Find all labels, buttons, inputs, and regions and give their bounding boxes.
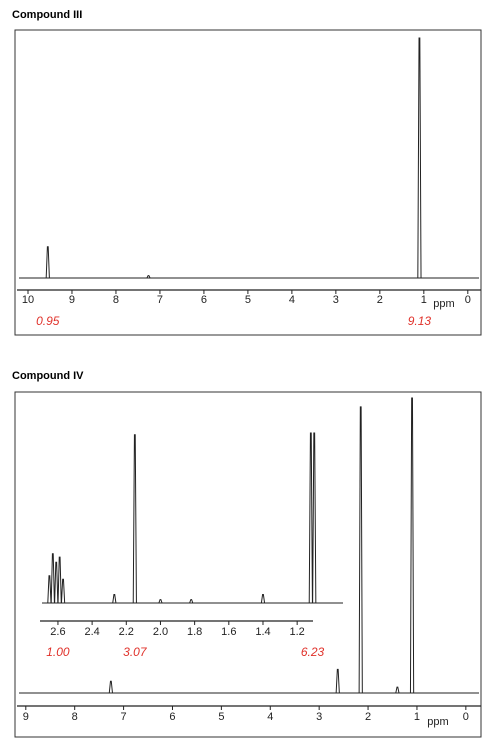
peak <box>60 578 66 604</box>
x-tick-label: 2 <box>377 294 383 306</box>
x-tick-label: 7 <box>157 294 163 306</box>
peak <box>146 275 151 279</box>
x-tick-label: 0 <box>463 711 469 723</box>
peak <box>45 246 50 279</box>
integral-label: 9.13 <box>408 314 432 328</box>
frame <box>14 391 482 738</box>
integral-label: 6.23 <box>301 645 325 659</box>
peak <box>358 406 363 694</box>
peak <box>312 432 317 604</box>
peak <box>50 553 55 604</box>
x-tick-label: 6 <box>169 711 175 723</box>
peak <box>57 556 62 604</box>
peak <box>132 434 137 604</box>
x-tick-label: 3 <box>316 711 322 723</box>
x-tick-label: 1.2 <box>290 626 305 638</box>
x-tick-label: 3 <box>333 294 339 306</box>
x-tick-label: 2.0 <box>153 626 168 638</box>
integral-label: 0.95 <box>36 314 60 328</box>
peak <box>54 561 59 604</box>
x-tick-label: 2.2 <box>119 626 134 638</box>
frame <box>14 29 482 336</box>
x-axis-label: ppm <box>433 298 454 310</box>
peak <box>335 668 340 694</box>
x-tick-label: 0 <box>465 294 471 306</box>
x-tick-label: 2.4 <box>84 626 99 638</box>
x-tick-label: 9 <box>23 711 29 723</box>
x-tick-label: 1 <box>421 294 427 306</box>
x-tick-label: 2.6 <box>50 626 65 638</box>
integral-label: 3.07 <box>123 645 148 659</box>
x-tick-label: 10 <box>22 294 34 306</box>
peak <box>409 397 415 694</box>
x-tick-label: 1 <box>414 711 420 723</box>
x-tick-label: 8 <box>113 294 119 306</box>
peak <box>308 432 313 604</box>
peak <box>108 680 113 694</box>
chart-title: Compound III <box>12 9 82 21</box>
x-axis-label: ppm <box>427 716 448 728</box>
x-tick-label: 4 <box>267 711 273 723</box>
x-tick-label: 8 <box>72 711 78 723</box>
x-tick-label: 1.8 <box>187 626 202 638</box>
x-tick-label: 2 <box>365 711 371 723</box>
x-tick-label: 9 <box>69 294 75 306</box>
peak <box>417 37 422 279</box>
peak <box>395 686 400 694</box>
peak <box>158 599 163 604</box>
peak <box>47 575 52 604</box>
peak <box>189 599 194 604</box>
x-tick-label: 1.4 <box>255 626 270 638</box>
peak <box>112 594 117 604</box>
x-tick-label: 4 <box>289 294 295 306</box>
chart-title: Compound IV <box>12 370 84 382</box>
x-tick-label: 5 <box>218 711 224 723</box>
peak <box>260 594 266 604</box>
x-tick-label: 6 <box>201 294 207 306</box>
integral-label: 1.00 <box>46 645 70 659</box>
x-tick-label: 1.6 <box>221 626 236 638</box>
x-tick-label: 7 <box>121 711 127 723</box>
x-tick-label: 5 <box>245 294 251 306</box>
